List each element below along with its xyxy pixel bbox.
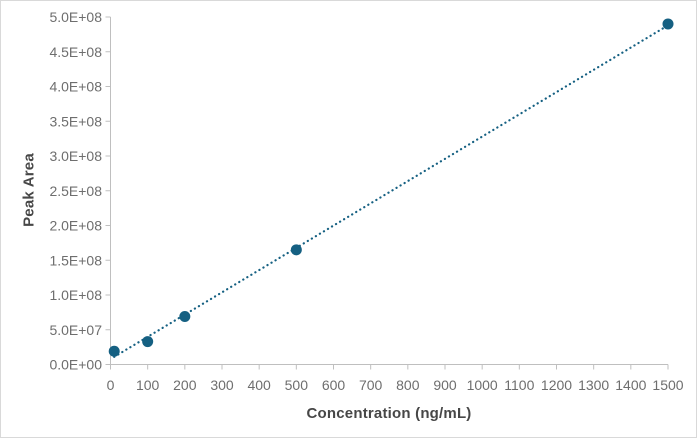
x-tick-label: 700 [359, 377, 383, 393]
x-tick-label: 500 [285, 377, 309, 393]
x-tick-label: 600 [322, 377, 346, 393]
x-tick-label: 1500 [652, 377, 683, 393]
x-tick-label: 1300 [578, 377, 609, 393]
x-tick-label: 400 [247, 377, 271, 393]
y-tick-label: 5.0E+07 [49, 322, 102, 338]
x-tick-label: 300 [210, 377, 234, 393]
x-tick-label: 1000 [467, 377, 498, 393]
y-tick-label: 2.0E+08 [49, 218, 102, 234]
y-tick-label: 0.0E+00 [49, 357, 102, 373]
y-tick-label: 3.5E+08 [49, 113, 102, 129]
data-point [142, 336, 154, 348]
trendline [113, 24, 670, 358]
x-tick-label: 800 [396, 377, 420, 393]
x-tick-label: 200 [173, 377, 197, 393]
y-tick-label: 1.5E+08 [49, 252, 102, 268]
y-tick-label: 5.0E+08 [49, 9, 102, 25]
y-tick-label: 2.5E+08 [49, 183, 102, 199]
data-point [108, 345, 120, 357]
data-point [662, 18, 674, 30]
x-tick-label: 1100 [504, 377, 534, 393]
data-point [179, 311, 191, 323]
x-axis-title: Concentration (ng/mL) [306, 405, 472, 422]
y-tick-label: 4.5E+08 [49, 44, 102, 60]
x-tick-label: 0 [107, 377, 115, 393]
x-tick-label: 100 [136, 377, 160, 393]
x-tick-label: 900 [433, 377, 457, 393]
y-axis-title: Peak Area [20, 153, 38, 227]
x-tick-label: 1400 [615, 377, 646, 393]
y-tick-label: 3.0E+08 [49, 148, 102, 164]
y-tick-label: 1.0E+08 [49, 287, 102, 303]
x-tick-label: 1200 [541, 377, 572, 393]
y-tick-label: 4.0E+08 [49, 79, 102, 95]
data-point [290, 244, 302, 256]
